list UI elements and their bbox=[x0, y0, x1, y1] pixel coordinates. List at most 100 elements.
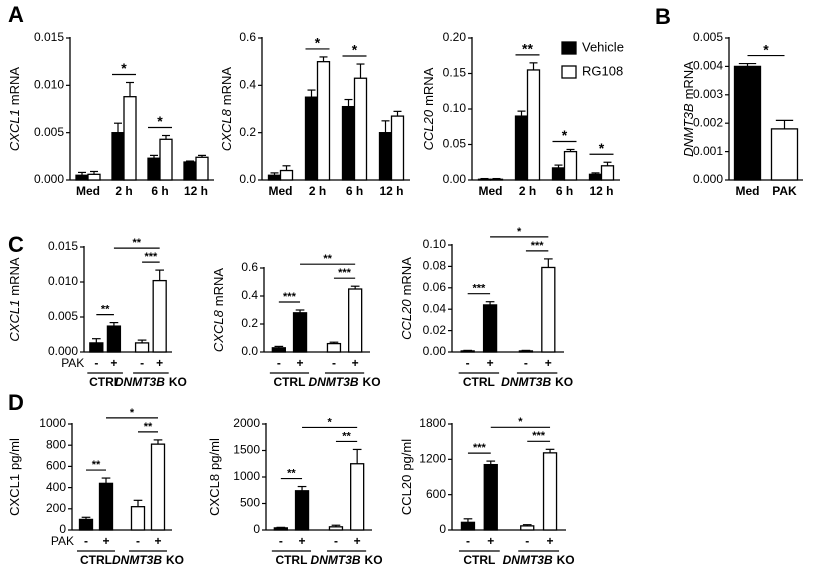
significance-label: * bbox=[130, 407, 135, 419]
y-tick-label: 0.015 bbox=[48, 239, 78, 253]
text-part: KO bbox=[555, 375, 573, 389]
bar bbox=[390, 115, 405, 181]
significance-label: *** bbox=[338, 267, 352, 279]
text-part: mRNA bbox=[219, 67, 234, 106]
significance-label: ** bbox=[144, 421, 153, 433]
group-label: CTRL bbox=[463, 375, 495, 389]
text-part: KO bbox=[365, 553, 383, 567]
group-label: DNMT3B KO bbox=[503, 553, 575, 567]
bar bbox=[271, 347, 286, 353]
panel-label: C bbox=[8, 232, 24, 257]
text-part: CTRL bbox=[463, 375, 495, 389]
y-tick-label: 0.000 bbox=[48, 344, 78, 358]
y-tick-label: 1000 bbox=[39, 416, 66, 430]
bar bbox=[378, 132, 393, 181]
group-label: CTRL bbox=[275, 553, 307, 567]
significance-label: * bbox=[763, 41, 769, 57]
y-tick-label: 0.010 bbox=[48, 274, 78, 288]
x-tick-label: PAK bbox=[772, 184, 797, 198]
bar bbox=[292, 312, 308, 353]
y-tick-label: 0.08 bbox=[423, 259, 447, 273]
y-tick-label: 0.2 bbox=[241, 316, 258, 330]
y-tick-label: 1800 bbox=[419, 416, 446, 430]
bar bbox=[460, 350, 475, 353]
significance-label: * bbox=[352, 42, 358, 58]
x-tick-label: - bbox=[94, 356, 98, 370]
x-tick-label: Med bbox=[269, 184, 293, 198]
legend-swatch bbox=[561, 41, 577, 55]
bar bbox=[526, 69, 541, 181]
group-label: DNMT3B KO bbox=[115, 375, 187, 389]
significance-label: *** bbox=[532, 430, 546, 442]
y-tick-label: 1000 bbox=[233, 469, 260, 483]
y-tick-label: 0.05 bbox=[443, 137, 467, 151]
bar bbox=[150, 443, 166, 531]
x-tick-label: + bbox=[487, 534, 494, 548]
x-tick-label: + bbox=[545, 356, 552, 370]
row-label: PAK bbox=[51, 534, 74, 548]
bar bbox=[78, 518, 94, 531]
significance-label: * bbox=[517, 226, 522, 238]
x-tick-label: + bbox=[154, 534, 161, 548]
y-axis-label: CCL20 mRNA bbox=[399, 257, 414, 340]
bar bbox=[514, 115, 529, 181]
y-axis-label: CCL20 mRNA bbox=[421, 67, 436, 150]
x-tick-label: + bbox=[297, 356, 304, 370]
y-tick-label: 0.6 bbox=[239, 30, 256, 44]
text-part: CTRL bbox=[273, 375, 305, 389]
y-tick-label: 0.2 bbox=[239, 125, 256, 139]
bar bbox=[147, 157, 161, 181]
bar bbox=[489, 178, 504, 181]
text-part: CXCL8 bbox=[219, 108, 234, 151]
y-axis-label: CCL20 pg/ml bbox=[399, 439, 414, 515]
significance-label: * bbox=[121, 60, 127, 76]
y-tick-label: 0.002 bbox=[693, 115, 723, 129]
bar bbox=[348, 288, 363, 353]
bar bbox=[541, 266, 556, 353]
bar bbox=[134, 342, 150, 353]
x-tick-label: + bbox=[299, 534, 306, 548]
text-part: CCL20 bbox=[421, 109, 436, 150]
bar bbox=[267, 174, 282, 181]
y-tick-label: 0.005 bbox=[48, 309, 78, 323]
group-label: CTRL bbox=[463, 553, 495, 567]
bar bbox=[123, 96, 137, 181]
panel-label: B bbox=[655, 4, 671, 29]
group-label: DNMT3B KO bbox=[112, 553, 184, 567]
bar bbox=[733, 65, 762, 181]
y-tick-label: 500 bbox=[240, 496, 260, 510]
panel-label: A bbox=[8, 2, 24, 27]
significance-label: *** bbox=[531, 240, 545, 252]
text-part: mRNA bbox=[7, 257, 22, 296]
bar bbox=[350, 463, 365, 531]
x-tick-label: 12 h bbox=[184, 184, 208, 198]
text-part: DNMT3B bbox=[503, 553, 553, 567]
significance-label: * bbox=[518, 416, 523, 428]
y-tick-label: 1500 bbox=[233, 443, 260, 457]
y-tick-label: 0.005 bbox=[693, 30, 723, 44]
text-part: mRNA bbox=[681, 61, 696, 100]
x-tick-label: - bbox=[84, 534, 88, 548]
bar bbox=[341, 105, 356, 181]
y-tick-label: 0.004 bbox=[693, 59, 723, 73]
y-tick-label: 0.06 bbox=[423, 280, 447, 294]
y-tick-label: 0.4 bbox=[239, 78, 256, 92]
bar bbox=[159, 138, 173, 181]
y-tick-label: 0 bbox=[439, 522, 446, 536]
x-tick-label: - bbox=[524, 356, 528, 370]
significance-label: * bbox=[562, 127, 568, 143]
x-tick-label: - bbox=[140, 356, 144, 370]
y-tick-label: 0.015 bbox=[34, 30, 64, 44]
bar bbox=[106, 325, 122, 353]
significance-label: * bbox=[327, 416, 332, 428]
text-part: pg/ml bbox=[207, 438, 222, 470]
significance-label: *** bbox=[473, 442, 487, 454]
x-tick-label: 6 h bbox=[346, 184, 363, 198]
x-tick-label: Med bbox=[479, 184, 503, 198]
bar bbox=[551, 167, 566, 181]
y-tick-label: 600 bbox=[46, 459, 66, 473]
y-tick-label: 0.0 bbox=[239, 172, 256, 186]
text-part: mRNA bbox=[421, 67, 436, 106]
bar bbox=[183, 161, 197, 181]
